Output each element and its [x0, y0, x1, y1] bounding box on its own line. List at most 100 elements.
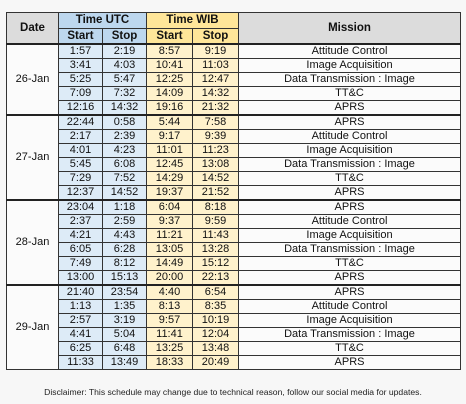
time-cell: 14:09 — [146, 86, 193, 101]
time-cell: 6:48 — [102, 341, 147, 356]
time-cell: 19:16 — [146, 100, 193, 116]
time-cell: 4:40 — [146, 284, 193, 300]
time-cell: 7:58 — [192, 114, 239, 130]
table-row: 5:25 5:47 12:25 12:47 Data Transmission : Im… — [7, 72, 461, 87]
header-cell: Time WIB — [146, 12, 239, 29]
time-cell: 2:19 — [102, 43, 147, 59]
subheader-cell: Start — [146, 28, 193, 45]
time-cell: 20:00 — [146, 270, 193, 286]
time-cell: 7:32 — [102, 86, 147, 101]
time-cell: 23:54 — [102, 284, 147, 300]
time-cell: 21:52 — [192, 185, 239, 201]
mission-cell: Attitude Control — [238, 43, 461, 59]
time-cell: 8:12 — [102, 256, 147, 271]
table-row: 7:09 7:32 14:09 14:32 TT&C — [7, 86, 461, 101]
subheader-cell: Stop — [102, 28, 147, 45]
time-cell: 14:52 — [102, 185, 147, 201]
table-row: 26-Jan 1:57 2:19 8:57 9:19 Attitude Control — [6, 43, 461, 116]
time-cell: 21:40 — [58, 284, 103, 300]
disclaimer: Disclaimer: This schedule may change due… — [44, 387, 422, 397]
time-cell: 20:49 — [192, 355, 239, 370]
time-cell: 22:44 — [58, 114, 103, 130]
time-cell: 6:25 — [58, 341, 103, 356]
time-cell: 4:21 — [58, 228, 103, 243]
time-cell: 7:49 — [58, 256, 103, 271]
date-cell: 28-Jan — [6, 199, 59, 286]
time-cell: 9:17 — [146, 129, 193, 144]
time-cell: 9:57 — [146, 313, 193, 328]
mission-cell: Data Transmission : Image — [238, 327, 461, 342]
mission-cell: Image Acquisition — [238, 313, 461, 328]
mission-cell: Attitude Control — [238, 299, 461, 314]
time-cell: 2:57 — [58, 313, 103, 328]
time-cell: 6:28 — [102, 242, 147, 257]
time-cell: 14:29 — [146, 171, 193, 186]
time-cell: 7:29 — [58, 171, 103, 186]
date-cell: 27-Jan — [6, 114, 59, 201]
time-cell: 1:35 — [102, 299, 147, 314]
time-cell: 9:19 — [192, 43, 239, 59]
table-row: 4:41 5:04 11:41 12:04 Data Transmission : Im… — [7, 327, 461, 342]
mission-cell: Image Acquisition — [238, 228, 461, 243]
time-cell: 15:13 — [102, 270, 147, 286]
time-cell: 8:18 — [192, 199, 239, 215]
table-row: 2:17 2:39 9:17 9:39 Attitude Control — [7, 129, 461, 144]
header-cell: Mission — [238, 12, 461, 45]
date-cell: 26-Jan — [6, 43, 59, 116]
mission-cell: APRS — [238, 270, 461, 286]
time-cell: 5:45 — [58, 157, 103, 172]
time-cell: 11:23 — [192, 143, 239, 158]
time-cell: 6:04 — [146, 199, 193, 215]
table-row: 2:57 3:19 9:57 10:19 Image Acquisition — [7, 313, 461, 328]
time-cell: 2:39 — [102, 129, 147, 144]
schedule-table: Date Time UTC Time WIB Mission Start Sto… — [6, 12, 461, 370]
table-row: 6:05 6:28 13:05 13:28 Data Transmission : Im… — [7, 242, 461, 257]
time-cell: 12:25 — [146, 72, 193, 87]
time-cell: 18:33 — [146, 355, 193, 370]
mission-cell: Data Transmission : Image — [238, 242, 461, 257]
time-cell: 15:12 — [192, 256, 239, 271]
time-cell: 13:49 — [102, 355, 147, 370]
time-cell: 5:04 — [102, 327, 147, 342]
time-cell: 11:33 — [58, 355, 103, 370]
time-cell: 14:32 — [102, 100, 147, 116]
mission-cell: Image Acquisition — [238, 58, 461, 73]
time-cell: 14:52 — [192, 171, 239, 186]
time-cell: 9:59 — [192, 214, 239, 229]
time-cell: 1:57 — [58, 43, 103, 59]
table-row: 29-Jan 21:40 23:54 4:40 6:54 APRS — [6, 284, 461, 370]
table-row: 5:45 6:08 12:45 13:08 Data Transmission : Im… — [7, 157, 461, 172]
mission-cell: Data Transmission : Image — [238, 72, 461, 87]
subheader-cell: Start — [58, 28, 103, 45]
table-row: 13:00 15:13 20:00 22:13 APRS — [7, 270, 461, 286]
time-cell: 23:04 — [58, 199, 103, 215]
time-cell: 11:41 — [146, 327, 193, 342]
time-cell: 22:13 — [192, 270, 239, 286]
time-cell: 9:37 — [146, 214, 193, 229]
time-cell: 3:41 — [58, 58, 103, 73]
table-row: 2:37 2:59 9:37 9:59 Attitude Control — [7, 214, 461, 229]
mission-cell: APRS — [238, 185, 461, 201]
mission-cell: TT&C — [238, 256, 461, 271]
header-cell: Time UTC — [58, 12, 147, 29]
time-cell: 3:19 — [102, 313, 147, 328]
time-cell: 13:48 — [192, 341, 239, 356]
time-cell: 12:16 — [58, 100, 103, 116]
mission-cell: TT&C — [238, 171, 461, 186]
table-row: 4:21 4:43 11:21 11:43 Image Acquisition — [7, 228, 461, 243]
time-cell: 1:18 — [102, 199, 147, 215]
table-body: 26-Jan 1:57 2:19 8:57 9:19 Attitude Control 3:… — [6, 43, 461, 370]
mission-cell: APRS — [238, 355, 461, 370]
table-row: 1:13 1:35 8:13 8:35 Attitude Control — [7, 299, 461, 314]
time-cell: 6:08 — [102, 157, 147, 172]
table-row: 11:33 13:49 18:33 20:49 APRS — [7, 355, 461, 370]
mission-cell: APRS — [238, 114, 461, 130]
time-cell: 2:37 — [58, 214, 103, 229]
mission-cell: Data Transmission : Image — [238, 157, 461, 172]
time-cell: 7:09 — [58, 86, 103, 101]
time-cell: 11:43 — [192, 228, 239, 243]
time-cell: 14:49 — [146, 256, 193, 271]
header-cell: Date — [6, 12, 59, 45]
time-cell: 13:28 — [192, 242, 239, 257]
mission-cell: APRS — [238, 284, 461, 300]
